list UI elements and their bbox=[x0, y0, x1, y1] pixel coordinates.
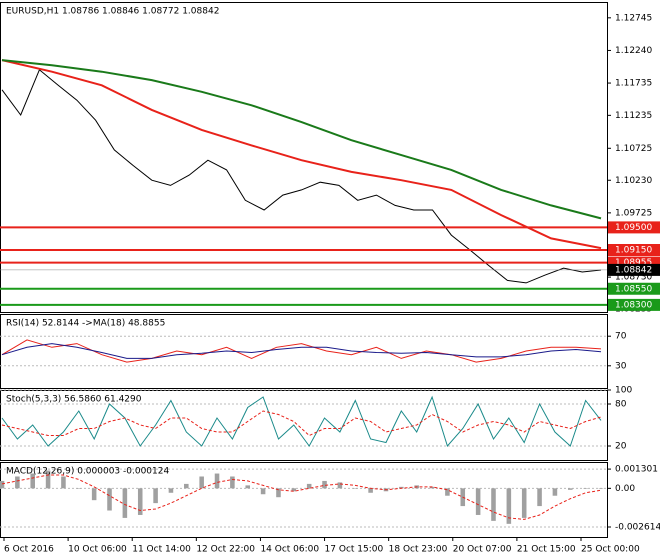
level-label: 1.09500 bbox=[615, 223, 652, 233]
histogram-bar bbox=[521, 488, 527, 518]
histogram-bar bbox=[168, 488, 174, 493]
series-line bbox=[1, 68, 602, 284]
y-tick-label: 1.10725 bbox=[615, 144, 652, 154]
y-tick-label: 70 bbox=[615, 332, 627, 342]
histogram-bar bbox=[76, 488, 82, 489]
histogram-bar bbox=[491, 488, 496, 521]
x-tick-label: 14 Oct 06:00 bbox=[260, 545, 319, 555]
histogram-bar bbox=[230, 476, 235, 489]
panel-title: MACD(12,26,9) 0.000003 -0.000124 bbox=[6, 467, 169, 477]
price-tag bbox=[608, 263, 660, 276]
series-line bbox=[1, 474, 602, 520]
y-tick-label: -0.002614 bbox=[615, 523, 660, 533]
y-tick-label: 1.09725 bbox=[615, 208, 652, 218]
series-line bbox=[1, 395, 602, 447]
panel-title: RSI(14) 52.8144 ->MA(18) 48.8855 bbox=[6, 319, 165, 329]
series-line bbox=[1, 59, 602, 250]
histogram-bar bbox=[30, 473, 35, 489]
series-line bbox=[1, 410, 602, 437]
histogram-bar bbox=[199, 476, 204, 489]
series-line bbox=[1, 343, 602, 359]
histogram-bar bbox=[475, 488, 481, 515]
histogram-bar bbox=[506, 488, 512, 524]
x-tick-label: 17 Oct 15:00 bbox=[325, 545, 384, 555]
y-tick-label: 1.12745 bbox=[615, 13, 652, 23]
level-tag bbox=[608, 244, 660, 256]
histogram-bar bbox=[276, 488, 281, 498]
histogram-bar bbox=[0, 480, 5, 489]
x-tick-label: 18 Oct 23:00 bbox=[389, 545, 448, 555]
x-tick-label: 12 Oct 22:00 bbox=[196, 545, 255, 555]
panel-frame bbox=[0, 314, 608, 389]
histogram-bar bbox=[122, 488, 128, 518]
series-line bbox=[1, 59, 602, 220]
panel-frame bbox=[0, 462, 608, 538]
panel-title: EURUSD,H1 1.08786 1.08846 1.08772 1.0884… bbox=[6, 7, 219, 17]
y-tick-label: 100 bbox=[615, 386, 632, 396]
panel-title: Stoch(5,3,3) 56.5860 61.4290 bbox=[6, 395, 142, 405]
level-label: 1.08550 bbox=[615, 284, 652, 294]
y-tick-label: 0.001301 bbox=[615, 465, 658, 475]
panel-frame bbox=[0, 2, 608, 313]
series-line bbox=[1, 339, 602, 363]
histogram-bar bbox=[352, 488, 358, 489]
x-tick-label: 6 Oct 2016 bbox=[4, 545, 54, 555]
level-label: 1.08955 bbox=[615, 258, 652, 268]
y-tick-label: 1.10230 bbox=[615, 176, 652, 186]
level-tag bbox=[608, 282, 660, 295]
histogram-bar bbox=[214, 473, 220, 489]
histogram-bar bbox=[91, 488, 97, 501]
histogram-bar bbox=[61, 476, 66, 489]
price-label: 1.08842 bbox=[615, 265, 652, 275]
histogram-bar bbox=[583, 488, 588, 489]
histogram-bar bbox=[337, 482, 343, 489]
histogram-bar bbox=[137, 488, 143, 515]
histogram-bar bbox=[291, 488, 297, 492]
histogram-bar bbox=[306, 483, 312, 489]
y-tick-label: 1.11735 bbox=[615, 79, 652, 89]
histogram-bar bbox=[568, 488, 573, 490]
x-tick-label: 21 Oct 15:00 bbox=[517, 545, 576, 555]
histogram-bar bbox=[260, 488, 266, 495]
histogram-bar bbox=[45, 470, 51, 489]
x-tick-label: 11 Oct 14:00 bbox=[132, 545, 191, 555]
y-tick-label: 1.08730 bbox=[615, 273, 652, 283]
y-tick-label: 1.11235 bbox=[615, 111, 652, 121]
histogram-bar bbox=[15, 476, 20, 489]
y-tick-label: 1.12240 bbox=[615, 46, 652, 56]
histogram-bar bbox=[153, 488, 158, 504]
histogram-bar bbox=[429, 486, 435, 489]
x-tick-label: 25 Oct 00:00 bbox=[581, 545, 640, 555]
histogram-bar bbox=[368, 488, 373, 493]
y-tick-label: 20 bbox=[615, 442, 627, 452]
level-label: 1.08300 bbox=[615, 300, 652, 310]
histogram-bar bbox=[322, 480, 327, 489]
x-tick-label: 20 Oct 07:00 bbox=[453, 545, 512, 555]
histogram-bar bbox=[107, 488, 112, 511]
level-label: 1.09150 bbox=[615, 246, 652, 256]
x-tick-label: 10 Oct 06:00 bbox=[68, 545, 127, 555]
y-tick-label: 0.00 bbox=[615, 484, 635, 494]
y-tick-label: 30 bbox=[615, 361, 627, 371]
histogram-bar bbox=[184, 483, 189, 489]
level-tag bbox=[608, 221, 660, 234]
histogram-bar bbox=[445, 488, 450, 496]
histogram-bar bbox=[598, 488, 604, 489]
histogram-bar bbox=[552, 488, 558, 496]
y-tick-label: 80 bbox=[615, 400, 627, 410]
histogram-bar bbox=[245, 485, 251, 489]
histogram-bar bbox=[537, 488, 542, 507]
histogram-bar bbox=[399, 486, 404, 489]
level-tag bbox=[608, 298, 660, 311]
